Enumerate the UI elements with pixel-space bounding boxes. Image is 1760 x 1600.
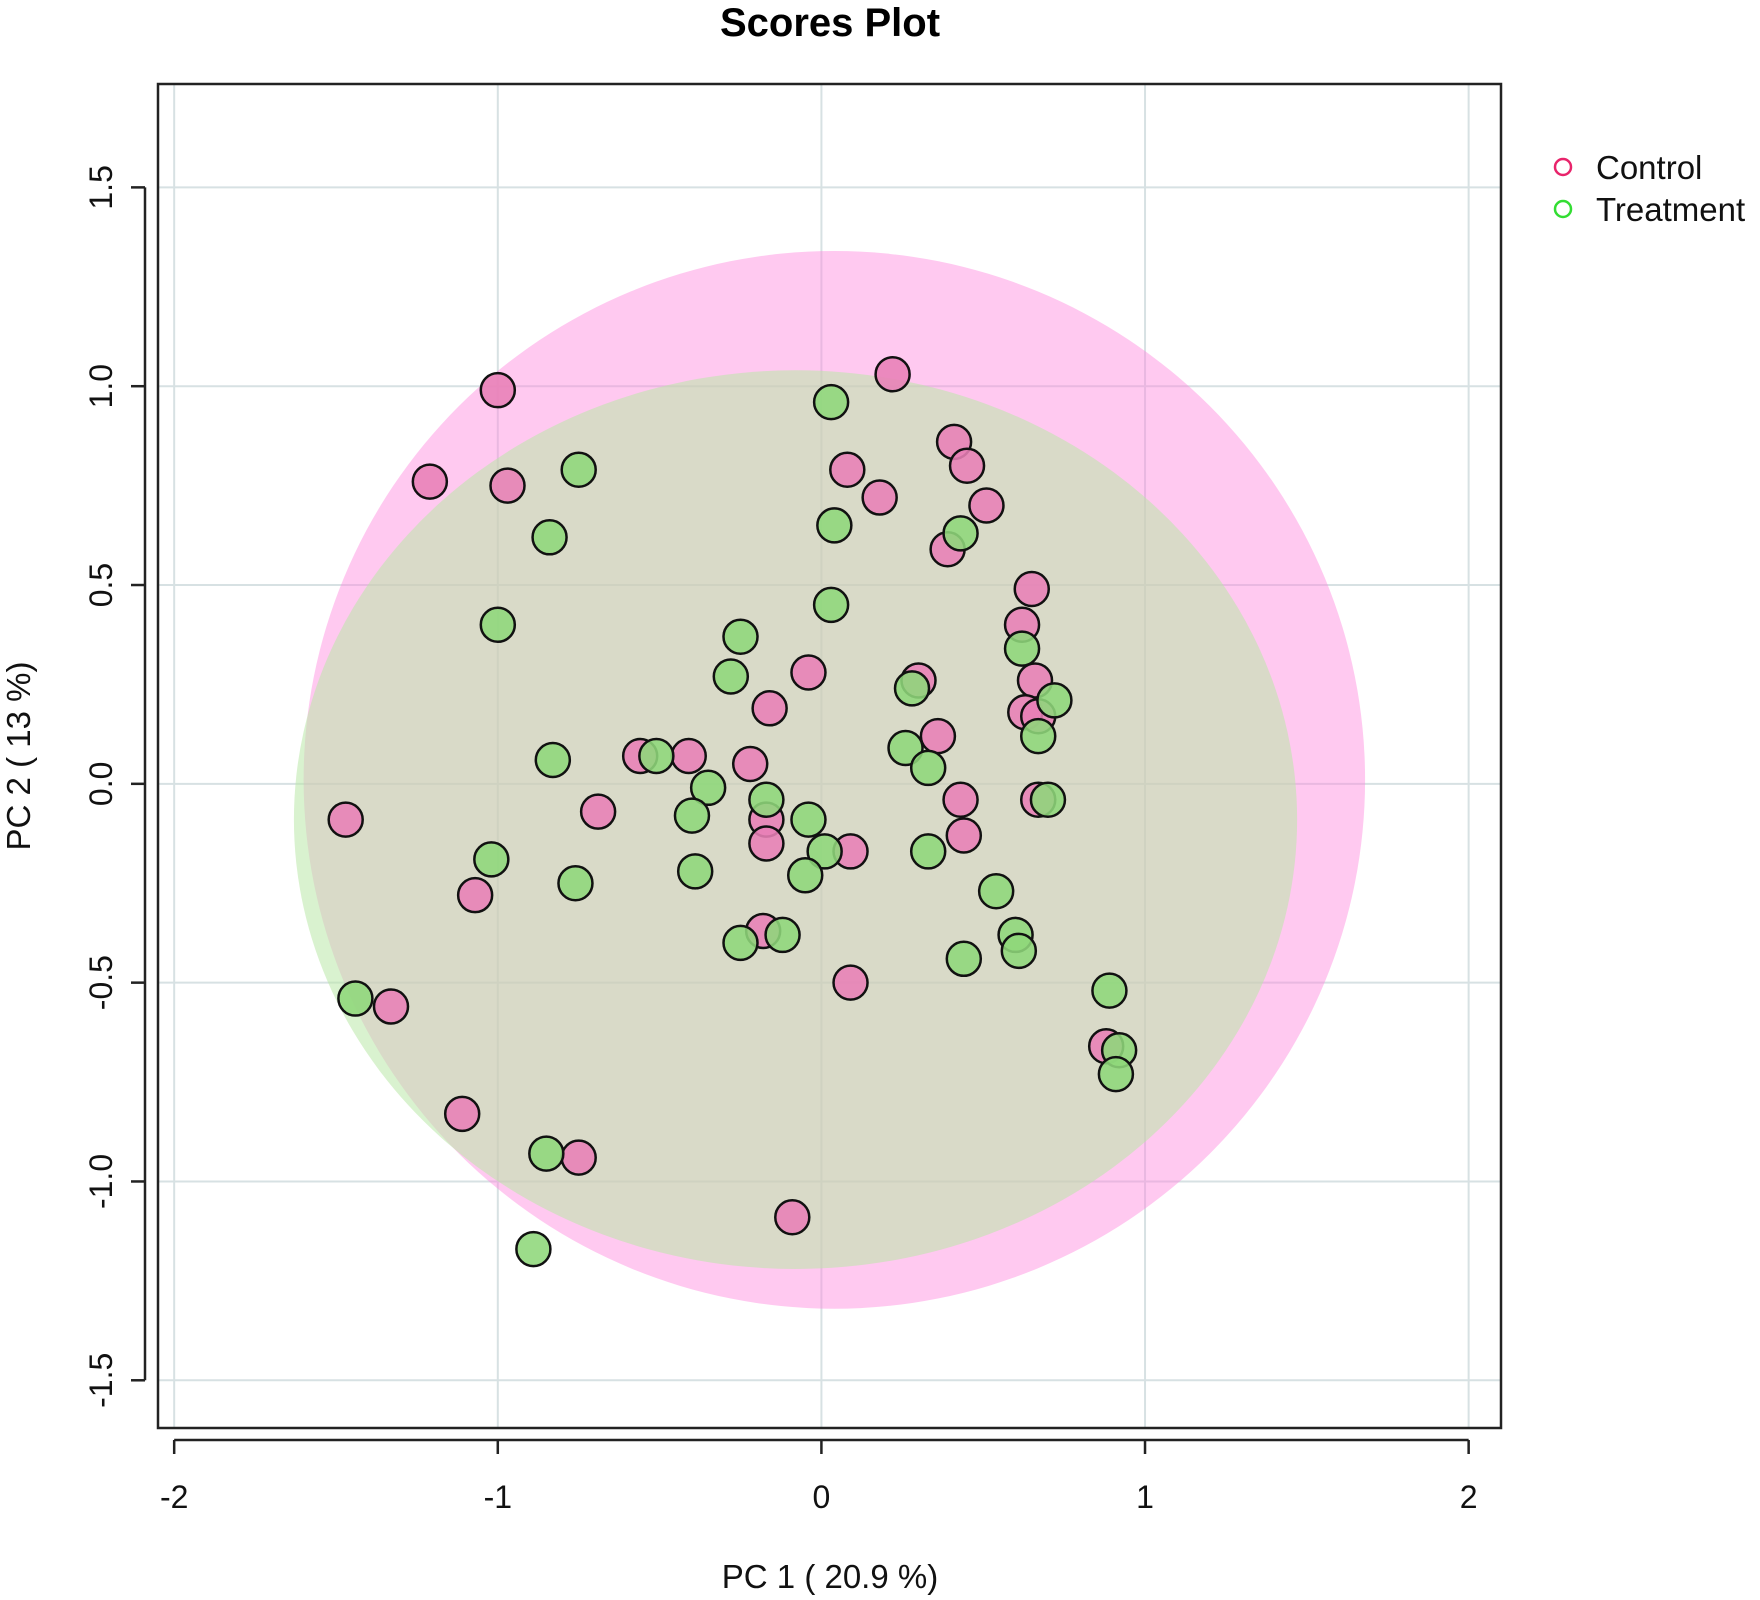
point-control — [579, 793, 617, 830]
x-tick-label: 1 — [1136, 1479, 1154, 1515]
point-control — [774, 1199, 811, 1236]
point-control — [1013, 570, 1051, 608]
point-control — [751, 690, 788, 727]
point-treatment — [812, 383, 850, 421]
legend-item-control: Control — [1553, 149, 1702, 186]
y-tick-label: -0.5 — [83, 955, 119, 1010]
point-treatment — [1097, 1055, 1135, 1093]
point-treatment — [722, 924, 759, 962]
legend-marker-icon — [1553, 199, 1573, 219]
point-control — [670, 737, 707, 775]
point-treatment — [790, 801, 827, 838]
chart-title: Scores Plot — [720, 1, 940, 45]
y-tick-label: 1.5 — [83, 165, 119, 209]
point-control — [948, 447, 986, 484]
point-control — [968, 487, 1005, 524]
x-tick-label: -1 — [484, 1479, 512, 1515]
point-treatment — [689, 769, 727, 807]
point-control — [479, 371, 517, 409]
point-control — [443, 1095, 481, 1133]
point-control — [919, 717, 957, 755]
point-treatment — [945, 940, 983, 978]
point-treatment — [722, 618, 759, 655]
point-treatment — [712, 658, 750, 695]
point-treatment — [893, 670, 931, 707]
x-axis-label: PC 1 ( 20.9 %) — [722, 1558, 938, 1595]
y-axis-label: PC 2 ( 13 %) — [0, 662, 37, 851]
x-axis: -2 -1 0 1 2 — [160, 1438, 1478, 1515]
x-tick-label: 2 — [1460, 1479, 1478, 1515]
point-treatment — [1091, 972, 1128, 1009]
point-control — [411, 463, 449, 500]
x-tick-label: 0 — [813, 1479, 831, 1515]
legend-item-treatment: Treatment — [1553, 191, 1745, 228]
plot-frame — [156, 82, 1503, 1430]
point-control — [861, 479, 898, 516]
legend-label: Control — [1596, 149, 1702, 186]
point-treatment — [337, 980, 374, 1017]
point-treatment — [534, 741, 572, 779]
point-control — [829, 451, 866, 488]
legend-label: Treatment — [1596, 191, 1745, 228]
point-treatment — [909, 833, 947, 870]
point-control — [489, 467, 526, 504]
x-tick-label: -2 — [160, 1479, 188, 1515]
point-treatment — [638, 737, 675, 775]
point-treatment — [1003, 630, 1041, 667]
point-treatment — [816, 507, 853, 544]
legend-marker-icon — [1553, 157, 1573, 177]
point-treatment — [560, 451, 597, 488]
y-axis: -1.5 -1.0 -0.5 0.0 0.5 1.0 1.5 — [83, 165, 147, 1408]
point-treatment — [528, 1135, 565, 1172]
point-control — [790, 654, 827, 691]
point-treatment — [515, 1230, 552, 1268]
legend: Control Treatment — [1553, 149, 1745, 228]
y-tick-label: -1.5 — [83, 1353, 119, 1408]
point-control — [327, 801, 364, 838]
point-treatment — [786, 857, 824, 894]
point-control — [832, 964, 869, 1001]
y-tick-label: 0.5 — [83, 563, 119, 607]
point-treatment — [942, 515, 979, 552]
data-points — [327, 356, 1138, 1268]
point-treatment — [1029, 781, 1067, 818]
point-treatment — [1000, 932, 1038, 970]
point-control — [731, 745, 769, 783]
y-tick-label: 0.0 — [83, 762, 119, 806]
point-treatment — [977, 872, 1015, 910]
point-treatment — [1019, 717, 1057, 755]
point-control — [372, 988, 410, 1025]
point-control — [874, 356, 911, 393]
y-tick-label: 1.0 — [83, 364, 119, 408]
point-treatment — [909, 749, 947, 787]
point-treatment — [479, 606, 517, 644]
point-treatment — [748, 781, 785, 818]
y-tick-label: -1.0 — [83, 1154, 119, 1209]
point-treatment — [557, 864, 594, 902]
point-control — [456, 876, 494, 914]
point-treatment — [673, 797, 711, 834]
point-control — [748, 825, 785, 862]
point-treatment — [806, 833, 843, 870]
point-treatment — [531, 519, 568, 556]
point-treatment — [1036, 682, 1073, 719]
point-treatment — [812, 586, 850, 624]
point-control — [945, 817, 983, 854]
point-control — [942, 781, 979, 818]
point-control — [560, 1139, 597, 1176]
point-treatment — [473, 841, 510, 878]
point-treatment — [764, 916, 801, 954]
point-treatment — [676, 853, 714, 890]
